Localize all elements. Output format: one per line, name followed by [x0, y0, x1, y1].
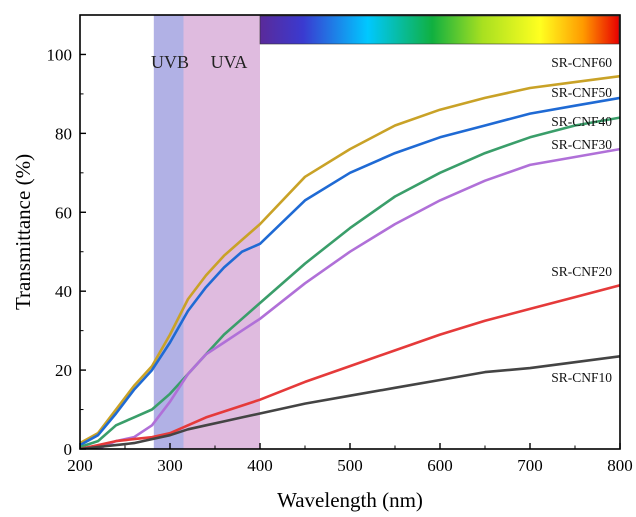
series-label-sr-cnf60: SR-CNF60 — [551, 55, 612, 70]
y-tick-label: 100 — [47, 45, 73, 64]
y-tick-label: 40 — [55, 282, 72, 301]
series-line-sr-cnf40 — [80, 116, 620, 449]
series-label-sr-cnf30: SR-CNF30 — [551, 137, 612, 152]
y-tick-label: 60 — [55, 203, 72, 222]
x-tick-label: 500 — [337, 456, 363, 475]
y-tick-label: 0 — [64, 440, 73, 459]
x-tick-label: 800 — [607, 456, 633, 475]
y-axis-ticks: 0 20 40 60 80 100 — [47, 45, 86, 459]
series-label-sr-cnf40: SR-CNF40 — [551, 114, 612, 129]
uv-bands — [153, 15, 260, 449]
series-line-sr-cnf30 — [80, 147, 620, 449]
x-axis-title: Wavelength (nm) — [277, 488, 423, 512]
series-label-sr-cnf20: SR-CNF20 — [551, 264, 612, 279]
band-uva — [183, 15, 260, 449]
x-tick-label: 200 — [67, 456, 93, 475]
series-lines — [80, 74, 620, 449]
y-tick-label: 80 — [55, 124, 72, 143]
y-axis-title: Transmittance (%) — [11, 154, 35, 310]
band-label-uva: UVA — [211, 52, 248, 72]
band-uvb — [153, 15, 184, 449]
series-line-sr-cnf50 — [80, 96, 620, 447]
y-tick-label: 20 — [55, 361, 72, 380]
x-tick-label: 300 — [157, 456, 183, 475]
x-tick-label: 600 — [427, 456, 453, 475]
band-label-uvb: UVB — [151, 52, 189, 72]
series-line-sr-cnf20 — [80, 284, 620, 449]
visible-spectrum-bar — [259, 15, 620, 45]
series-line-sr-cnf10 — [80, 355, 620, 449]
series-label-sr-cnf50: SR-CNF50 — [551, 85, 612, 100]
series-labels: SR-CNF60 SR-CNF50 SR-CNF40 SR-CNF30 SR-CNF20… — [551, 55, 612, 385]
x-tick-label: 700 — [517, 456, 543, 475]
band-labels: UVB UVA — [151, 52, 247, 72]
series-line-sr-cnf60 — [80, 74, 620, 445]
series-label-sr-cnf10: SR-CNF10 — [551, 370, 612, 385]
x-axis-ticks: 200 300 400 500 600 700 800 — [67, 443, 633, 475]
x-tick-label: 400 — [247, 456, 273, 475]
